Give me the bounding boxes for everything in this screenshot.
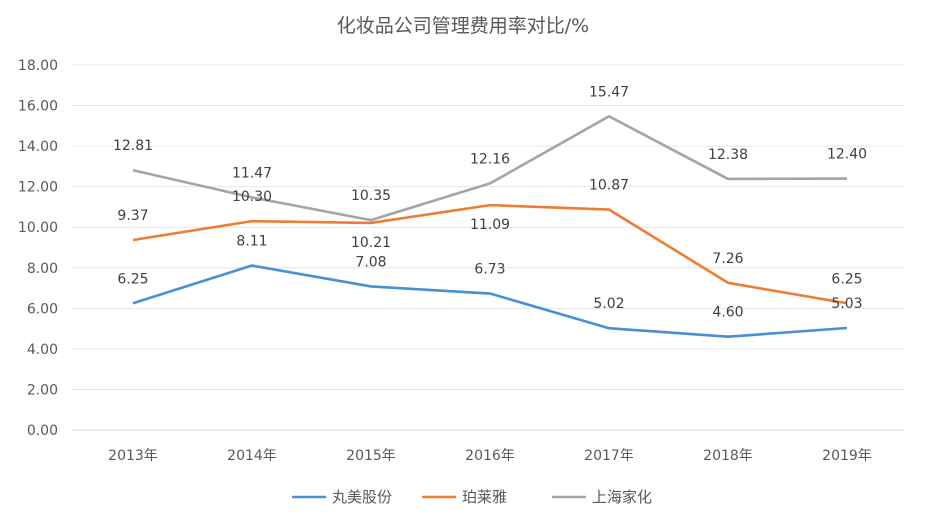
data-label: 6.73 — [474, 262, 505, 278]
legend-label: 珀莱雅 — [462, 488, 507, 506]
y-tick-label: 16.00 — [18, 99, 58, 115]
series-line-2 — [132, 115, 848, 222]
data-label: 9.37 — [117, 208, 148, 224]
x-tick-label: 2016年 — [465, 448, 515, 464]
y-tick-label: 12.00 — [18, 180, 58, 196]
data-label: 8.11 — [236, 234, 267, 250]
data-label: 7.08 — [355, 254, 386, 270]
data-label: 10.21 — [351, 235, 391, 251]
y-tick-label: 14.00 — [18, 139, 58, 155]
x-tick-label: 2013年 — [108, 448, 158, 464]
x-tick-label: 2015年 — [346, 448, 396, 464]
legend-label: 丸美股份 — [332, 488, 392, 506]
y-tick-label: 8.00 — [27, 261, 58, 277]
y-tick-label: 2.00 — [27, 382, 58, 398]
data-label: 5.02 — [593, 296, 624, 312]
data-label: 6.25 — [831, 271, 862, 287]
x-tick-label: 2019年 — [822, 448, 872, 464]
x-tick-label: 2014年 — [227, 448, 277, 464]
data-label: 10.87 — [589, 178, 629, 194]
x-tick-label: 2017年 — [584, 448, 634, 464]
series-line-1 — [132, 203, 848, 305]
y-tick-label: 0.00 — [27, 423, 58, 439]
data-label: 10.35 — [351, 188, 391, 204]
data-label: 12.81 — [113, 138, 153, 154]
legend-label: 上海家化 — [592, 488, 652, 506]
data-label: 12.38 — [708, 147, 748, 163]
chart-title: 化妆品公司管理费用率对比/% — [337, 15, 589, 37]
y-tick-label: 18.00 — [18, 58, 58, 74]
data-label: 11.47 — [232, 165, 272, 181]
series-line-0 — [132, 264, 848, 339]
data-label: 7.26 — [712, 251, 743, 267]
y-tick-label: 10.00 — [18, 220, 58, 236]
data-label: 12.16 — [470, 151, 510, 167]
data-label: 4.60 — [712, 305, 743, 321]
data-label: 6.25 — [117, 271, 148, 287]
data-label: 12.40 — [827, 147, 867, 163]
data-label: 10.30 — [232, 189, 272, 205]
x-tick-label: 2018年 — [703, 448, 753, 464]
y-tick-label: 6.00 — [27, 301, 58, 317]
data-label: 11.09 — [470, 217, 510, 233]
y-tick-label: 4.00 — [27, 342, 58, 358]
data-label: 5.03 — [831, 296, 862, 312]
data-label: 15.47 — [589, 84, 629, 100]
